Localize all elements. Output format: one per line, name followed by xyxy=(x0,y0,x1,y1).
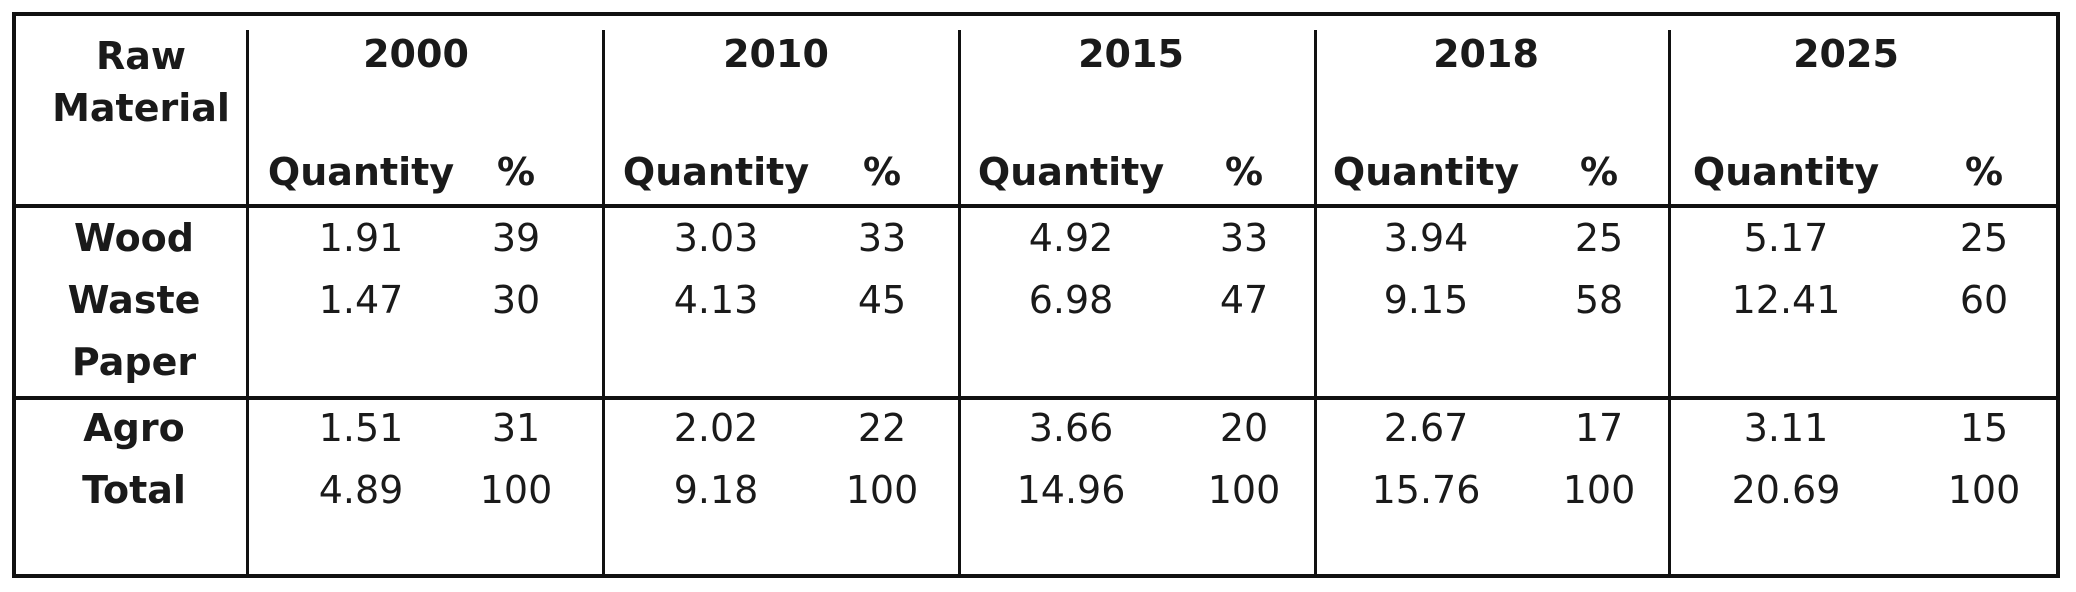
column-divider xyxy=(246,30,249,574)
table-cell: 3.03 xyxy=(673,216,759,260)
table-cell: 100 xyxy=(1562,468,1636,512)
table-cell: 3.94 xyxy=(1383,216,1469,260)
table-cell: 58 xyxy=(1574,278,1624,322)
table-cell: 17 xyxy=(1574,406,1624,450)
table-cell: 4.92 xyxy=(1028,216,1114,260)
table-cell: 2.02 xyxy=(673,406,759,450)
table-cell: 33 xyxy=(1219,216,1269,260)
table-cell: 3.66 xyxy=(1028,406,1114,450)
table-cell: 20.69 xyxy=(1731,468,1841,512)
row-header-label: Raw Material xyxy=(36,30,246,134)
column-divider xyxy=(1314,30,1317,574)
table-cell: 33 xyxy=(857,216,907,260)
table-cell: 4.89 xyxy=(318,468,404,512)
table-cell: 60 xyxy=(1959,278,2009,322)
table-cell: 100 xyxy=(1947,468,2021,512)
row-header-line2: Material xyxy=(52,86,230,130)
table-cell: 9.15 xyxy=(1383,278,1469,322)
table-cell: 100 xyxy=(845,468,919,512)
table-cell: 2.67 xyxy=(1383,406,1469,450)
percent-header: % xyxy=(1579,150,1619,194)
table-cell: 31 xyxy=(491,406,541,450)
percent-header: % xyxy=(1964,150,2004,194)
table-cell: 1.51 xyxy=(318,406,404,450)
table-cell: 100 xyxy=(479,468,553,512)
row-label-agro: Agro xyxy=(83,406,185,450)
table-cell: 25 xyxy=(1959,216,2009,260)
year-header-2018: 2018 xyxy=(1433,32,1539,76)
table-cell: 14.96 xyxy=(1016,468,1126,512)
table-cell: 3.11 xyxy=(1743,406,1829,450)
table-cell: 39 xyxy=(491,216,541,260)
table-cell: 100 xyxy=(1207,468,1281,512)
year-header-2010: 2010 xyxy=(723,32,829,76)
column-divider xyxy=(958,30,961,574)
year-header-2015: 2015 xyxy=(1078,32,1184,76)
column-divider xyxy=(602,30,605,574)
table-cell: 15.76 xyxy=(1371,468,1481,512)
row-header-line1: Raw xyxy=(95,34,186,78)
table-cell: 1.91 xyxy=(318,216,404,260)
column-divider xyxy=(1668,30,1671,574)
table-cell: 20 xyxy=(1219,406,1269,450)
row-label-waste: Waste xyxy=(67,278,201,322)
year-header-2025: 2025 xyxy=(1793,32,1899,76)
table-cell: 5.17 xyxy=(1743,216,1829,260)
table-cell: 12.41 xyxy=(1731,278,1841,322)
table-cell: 4.13 xyxy=(673,278,759,322)
row-label-total: Total xyxy=(82,468,186,512)
table-cell: 25 xyxy=(1574,216,1624,260)
table-cell: 1.47 xyxy=(318,278,404,322)
percent-header: % xyxy=(1224,150,1264,194)
table-cell: 47 xyxy=(1219,278,1269,322)
table-cell: 45 xyxy=(857,278,907,322)
table-cell: 30 xyxy=(491,278,541,322)
table-cell: 22 xyxy=(857,406,907,450)
row-label-paper: Paper xyxy=(71,340,197,384)
quantity-header: Quantity xyxy=(622,150,810,194)
header-divider xyxy=(16,204,2056,208)
table-cell: 9.18 xyxy=(673,468,759,512)
data-table: Raw Material 2000 2010 2015 2018 2025 Qu… xyxy=(12,12,2060,578)
table-cell: 6.98 xyxy=(1028,278,1114,322)
quantity-header: Quantity xyxy=(1332,150,1520,194)
table-cell: 15 xyxy=(1959,406,2009,450)
quantity-header: Quantity xyxy=(977,150,1165,194)
year-header-2000: 2000 xyxy=(363,32,469,76)
quantity-header: Quantity xyxy=(1692,150,1880,194)
percent-header: % xyxy=(862,150,902,194)
row-group-divider xyxy=(16,396,2056,400)
row-label-wood: Wood xyxy=(74,216,194,260)
quantity-header: Quantity xyxy=(267,150,455,194)
percent-header: % xyxy=(496,150,536,194)
